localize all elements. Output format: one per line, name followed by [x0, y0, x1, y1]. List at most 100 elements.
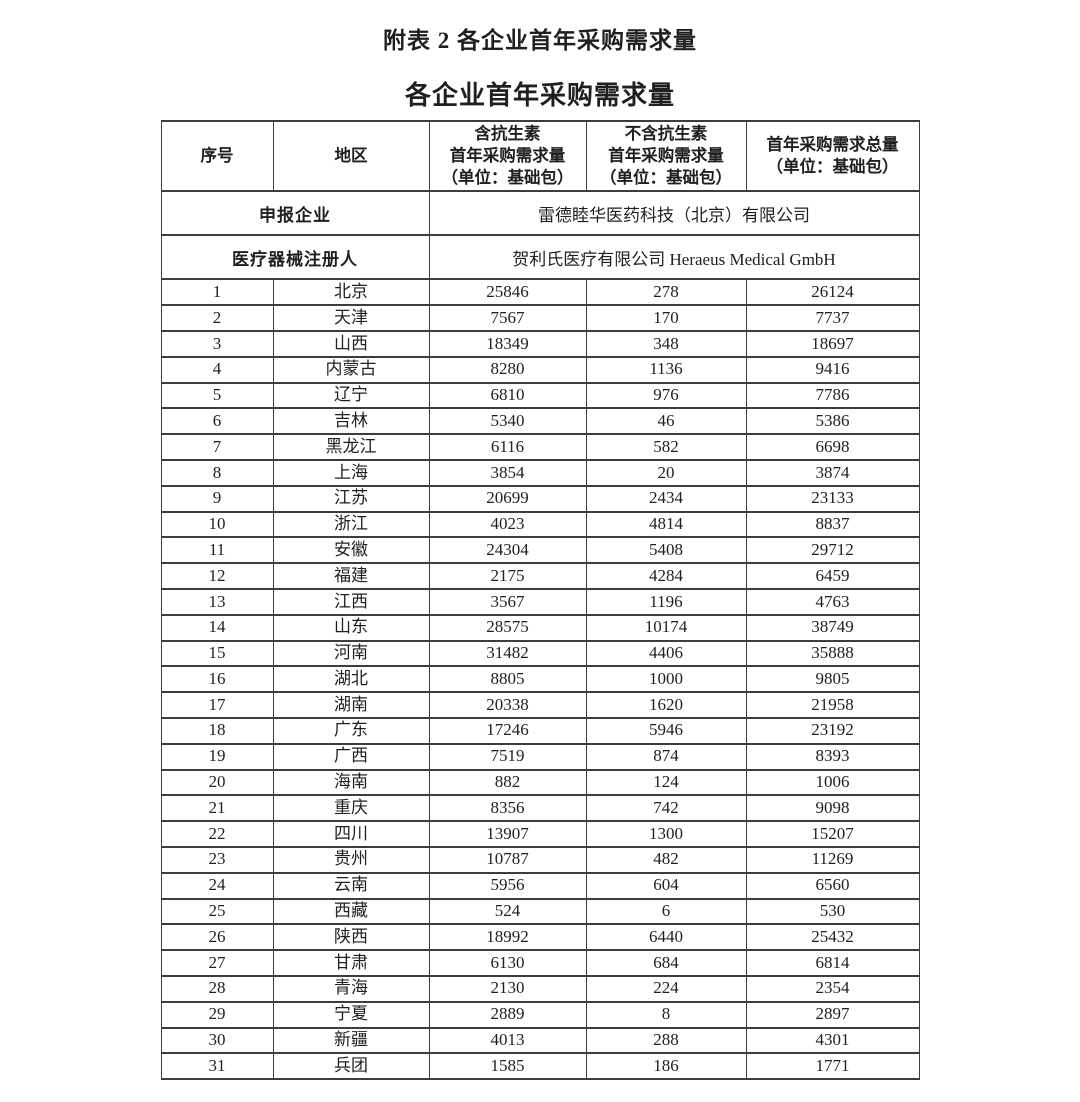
region-cell: 西藏 — [272, 897, 430, 926]
info-rows: 申报企业 雷德睦华医药科技（北京）有限公司 医疗器械注册人 贺利氏医疗有限公司 … — [160, 190, 920, 281]
table-row: 26 陕西 18992 6440 25432 — [160, 923, 920, 952]
with-antibiotic-cell: 28575 — [428, 613, 587, 642]
row-number-cell: 10 — [160, 510, 274, 539]
total-cell: 6560 — [745, 871, 920, 900]
row-number-cell: 28 — [160, 974, 274, 1003]
region-cell: 兵团 — [272, 1052, 430, 1081]
with-antibiotic-cell: 8356 — [428, 794, 587, 823]
table-row: 9 江苏 20699 2434 23133 — [160, 484, 920, 513]
table-row: 12 福建 2175 4284 6459 — [160, 562, 920, 590]
row-number-cell: 4 — [160, 355, 274, 384]
row-number-cell: 15 — [160, 639, 274, 668]
row-number-cell: 21 — [160, 794, 274, 823]
device-registrant-row: 医疗器械注册人 贺利氏医疗有限公司 Heraeus Medical GmbH — [160, 234, 920, 281]
table-row: 27 甘肃 6130 684 6814 — [160, 949, 920, 977]
with-antibiotic-cell: 2889 — [428, 1000, 587, 1029]
total-cell: 4301 — [745, 1026, 920, 1055]
with-antibiotic-cell: 3567 — [428, 587, 587, 616]
table-row: 20 海南 882 124 1006 — [160, 768, 920, 797]
with-antibiotic-cell: 20699 — [428, 484, 587, 513]
total-cell: 23133 — [745, 484, 920, 513]
table-row: 14 山东 28575 10174 38749 — [160, 613, 920, 642]
total-cell: 6459 — [745, 562, 920, 590]
region-cell: 海南 — [272, 768, 430, 797]
table-row: 22 四川 13907 1300 15207 — [160, 820, 920, 848]
with-antibiotic-cell: 10787 — [428, 845, 587, 874]
procurement-demand-table: 序号 地区 含抗生素 首年采购需求量 （单位：基础包） 不含抗生素 首年采购需求… — [160, 120, 920, 1081]
with-antibiotic-cell: 17246 — [428, 716, 587, 745]
with-antibiotic-cell: 25846 — [428, 278, 587, 307]
table-row: 10 浙江 4023 4814 8837 — [160, 510, 920, 539]
region-cell: 福建 — [272, 562, 430, 590]
region-cell: 江苏 — [272, 484, 430, 513]
declaring-company-value: 雷德睦华医药科技（北京）有限公司 — [428, 190, 920, 237]
row-number-cell: 23 — [160, 845, 274, 874]
total-cell: 6698 — [745, 433, 920, 461]
table-row: 19 广西 7519 874 8393 — [160, 742, 920, 771]
without-antibiotic-cell: 6440 — [585, 923, 747, 952]
row-number-cell: 5 — [160, 381, 274, 410]
region-cell: 青海 — [272, 974, 430, 1003]
total-cell: 9416 — [745, 355, 920, 384]
row-number-cell: 11 — [160, 536, 274, 565]
row-number-cell: 31 — [160, 1052, 274, 1081]
total-cell: 7737 — [745, 304, 920, 332]
without-antibiotic-cell: 604 — [585, 871, 747, 900]
total-column-header: 首年采购需求总量 （单位：基础包） — [745, 120, 920, 193]
table-row: 16 湖北 8805 1000 9805 — [160, 665, 920, 694]
region-cell: 四川 — [272, 820, 430, 848]
table-row: 21 重庆 8356 742 9098 — [160, 794, 920, 823]
row-number-cell: 29 — [160, 1000, 274, 1029]
without-antibiotic-cell: 4814 — [585, 510, 747, 539]
row-number-cell: 8 — [160, 458, 274, 487]
without-antibiotic-cell: 5408 — [585, 536, 747, 565]
without-antibiotic-cell: 684 — [585, 949, 747, 977]
without-antibiotic-cell: 10174 — [585, 613, 747, 642]
region-cell: 广西 — [272, 742, 430, 771]
region-cell: 山东 — [272, 613, 430, 642]
row-number-cell: 2 — [160, 304, 274, 332]
with-antibiotic-cell: 8280 — [428, 355, 587, 384]
table-header: 序号 地区 含抗生素 首年采购需求量 （单位：基础包） 不含抗生素 首年采购需求… — [160, 120, 920, 193]
header-row: 序号 地区 含抗生素 首年采购需求量 （单位：基础包） 不含抗生素 首年采购需求… — [160, 120, 920, 193]
table-row: 31 兵团 1585 186 1771 — [160, 1052, 920, 1081]
without-antibiotic-cell: 4284 — [585, 562, 747, 590]
row-number-cell: 3 — [160, 329, 274, 358]
without-antibiotic-cell: 186 — [585, 1052, 747, 1081]
table-row: 30 新疆 4013 288 4301 — [160, 1026, 920, 1055]
total-cell: 35888 — [745, 639, 920, 668]
without-antibiotic-column-header: 不含抗生素 首年采购需求量 （单位：基础包） — [585, 120, 747, 193]
row-number-cell: 25 — [160, 897, 274, 926]
without-antibiotic-cell: 6 — [585, 897, 747, 926]
without-antibiotic-cell: 1136 — [585, 355, 747, 384]
without-antibiotic-cell: 1196 — [585, 587, 747, 616]
total-cell: 15207 — [745, 820, 920, 848]
total-cell: 8393 — [745, 742, 920, 771]
total-cell: 2354 — [745, 974, 920, 1003]
total-cell: 29712 — [745, 536, 920, 565]
total-cell: 11269 — [745, 845, 920, 874]
without-antibiotic-cell: 8 — [585, 1000, 747, 1029]
with-antibiotic-cell: 18349 — [428, 329, 587, 358]
total-cell: 23192 — [745, 716, 920, 745]
table-row: 25 西藏 524 6 530 — [160, 897, 920, 926]
with-antibiotic-cell: 7567 — [428, 304, 587, 332]
total-cell: 8837 — [745, 510, 920, 539]
without-antibiotic-cell: 482 — [585, 845, 747, 874]
with-antibiotic-cell: 2175 — [428, 562, 587, 590]
without-antibiotic-cell: 170 — [585, 304, 747, 332]
total-cell: 1006 — [745, 768, 920, 797]
region-cell: 内蒙古 — [272, 355, 430, 384]
with-antibiotic-cell: 5340 — [428, 407, 587, 436]
table-row: 4 内蒙古 8280 1136 9416 — [160, 355, 920, 384]
region-cell: 安徽 — [272, 536, 430, 565]
row-number-cell: 16 — [160, 665, 274, 694]
with-antibiotic-cell: 6810 — [428, 381, 587, 410]
table-row: 3 山西 18349 348 18697 — [160, 329, 920, 358]
row-number-cell: 27 — [160, 949, 274, 977]
region-cell: 天津 — [272, 304, 430, 332]
table-row: 23 贵州 10787 482 11269 — [160, 845, 920, 874]
table-row: 1 北京 25846 278 26124 — [160, 278, 920, 307]
with-antibiotic-cell: 6130 — [428, 949, 587, 977]
region-cell: 河南 — [272, 639, 430, 668]
